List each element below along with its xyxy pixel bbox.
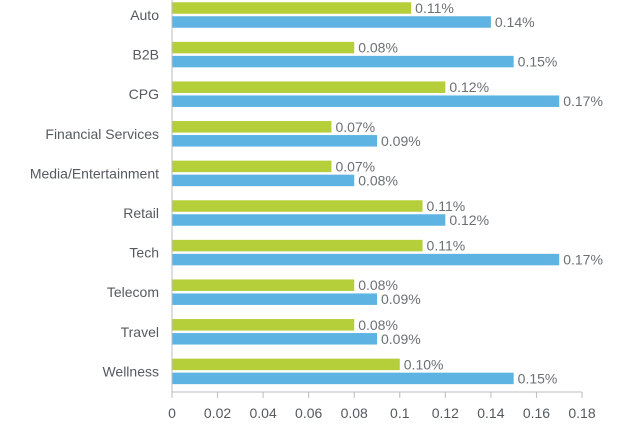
x-tick-label: 0.06	[295, 405, 322, 421]
x-tick-label: 0	[168, 405, 176, 421]
data-label: 0.17%	[563, 252, 603, 268]
x-tick-label: 0.04	[249, 405, 276, 421]
bar-series-2	[172, 135, 377, 147]
data-label: 0.08%	[358, 172, 398, 188]
x-tick-label: 0.18	[568, 405, 595, 421]
bar-series-2	[172, 95, 560, 107]
data-label: 0.12%	[449, 79, 489, 95]
data-label: 0.14%	[495, 14, 535, 30]
category-label: Retail	[123, 205, 159, 221]
category-label: Wellness	[102, 363, 159, 379]
bar-series-1	[172, 121, 332, 133]
data-label: 0.11%	[415, 0, 454, 16]
x-tick-label: 0.02	[204, 405, 231, 421]
bar-series-1	[172, 2, 412, 14]
data-label: 0.12%	[449, 212, 489, 228]
data-label: 0.11%	[427, 198, 466, 214]
bar-series-1	[172, 41, 355, 54]
data-label: 0.10%	[404, 356, 444, 372]
data-label: 0.17%	[563, 93, 603, 109]
bar-series-2	[172, 16, 491, 28]
bar-series-1	[172, 358, 400, 371]
data-label: 0.09%	[381, 133, 421, 149]
category-label: B2B	[133, 47, 159, 63]
data-label: 0.11%	[427, 238, 466, 254]
data-label: 0.09%	[381, 291, 421, 307]
bar-series-2	[172, 372, 514, 385]
bar-series-2	[172, 174, 355, 187]
x-tick-label: 0.08	[341, 405, 368, 421]
category-label: Media/Entertainment	[30, 165, 159, 181]
x-tick-label: 0.1	[390, 405, 410, 421]
data-label: 0.08%	[358, 317, 398, 333]
data-label: 0.15%	[518, 370, 558, 386]
data-label: 0.15%	[518, 54, 558, 70]
bar-series-1	[172, 239, 423, 252]
bar-series-1	[172, 160, 332, 173]
category-label: Tech	[129, 245, 159, 261]
category-label: Travel	[121, 324, 159, 340]
x-tick-label: 0.12	[432, 405, 459, 421]
data-label: 0.08%	[358, 40, 398, 56]
bar-series-1	[172, 319, 355, 331]
bar-series-2	[172, 333, 377, 345]
data-label: 0.09%	[381, 331, 421, 347]
category-label: CPG	[129, 86, 159, 102]
bar-series-2	[172, 253, 560, 266]
data-label: 0.08%	[358, 277, 398, 293]
bar-series-2	[172, 214, 446, 226]
x-tick-label: 0.14	[477, 405, 504, 421]
category-label: Financial Services	[45, 126, 159, 142]
bar-series-1	[172, 81, 446, 93]
bar-series-2	[172, 293, 377, 305]
bar-series-1	[172, 200, 423, 212]
category-label: Telecom	[107, 284, 159, 300]
data-label: 0.07%	[335, 158, 375, 174]
data-label: 0.07%	[335, 119, 375, 135]
x-tick-label: 0.16	[523, 405, 550, 421]
bar-series-2	[172, 55, 514, 68]
bar-series-1	[172, 279, 355, 291]
category-label: Auto	[130, 7, 159, 23]
